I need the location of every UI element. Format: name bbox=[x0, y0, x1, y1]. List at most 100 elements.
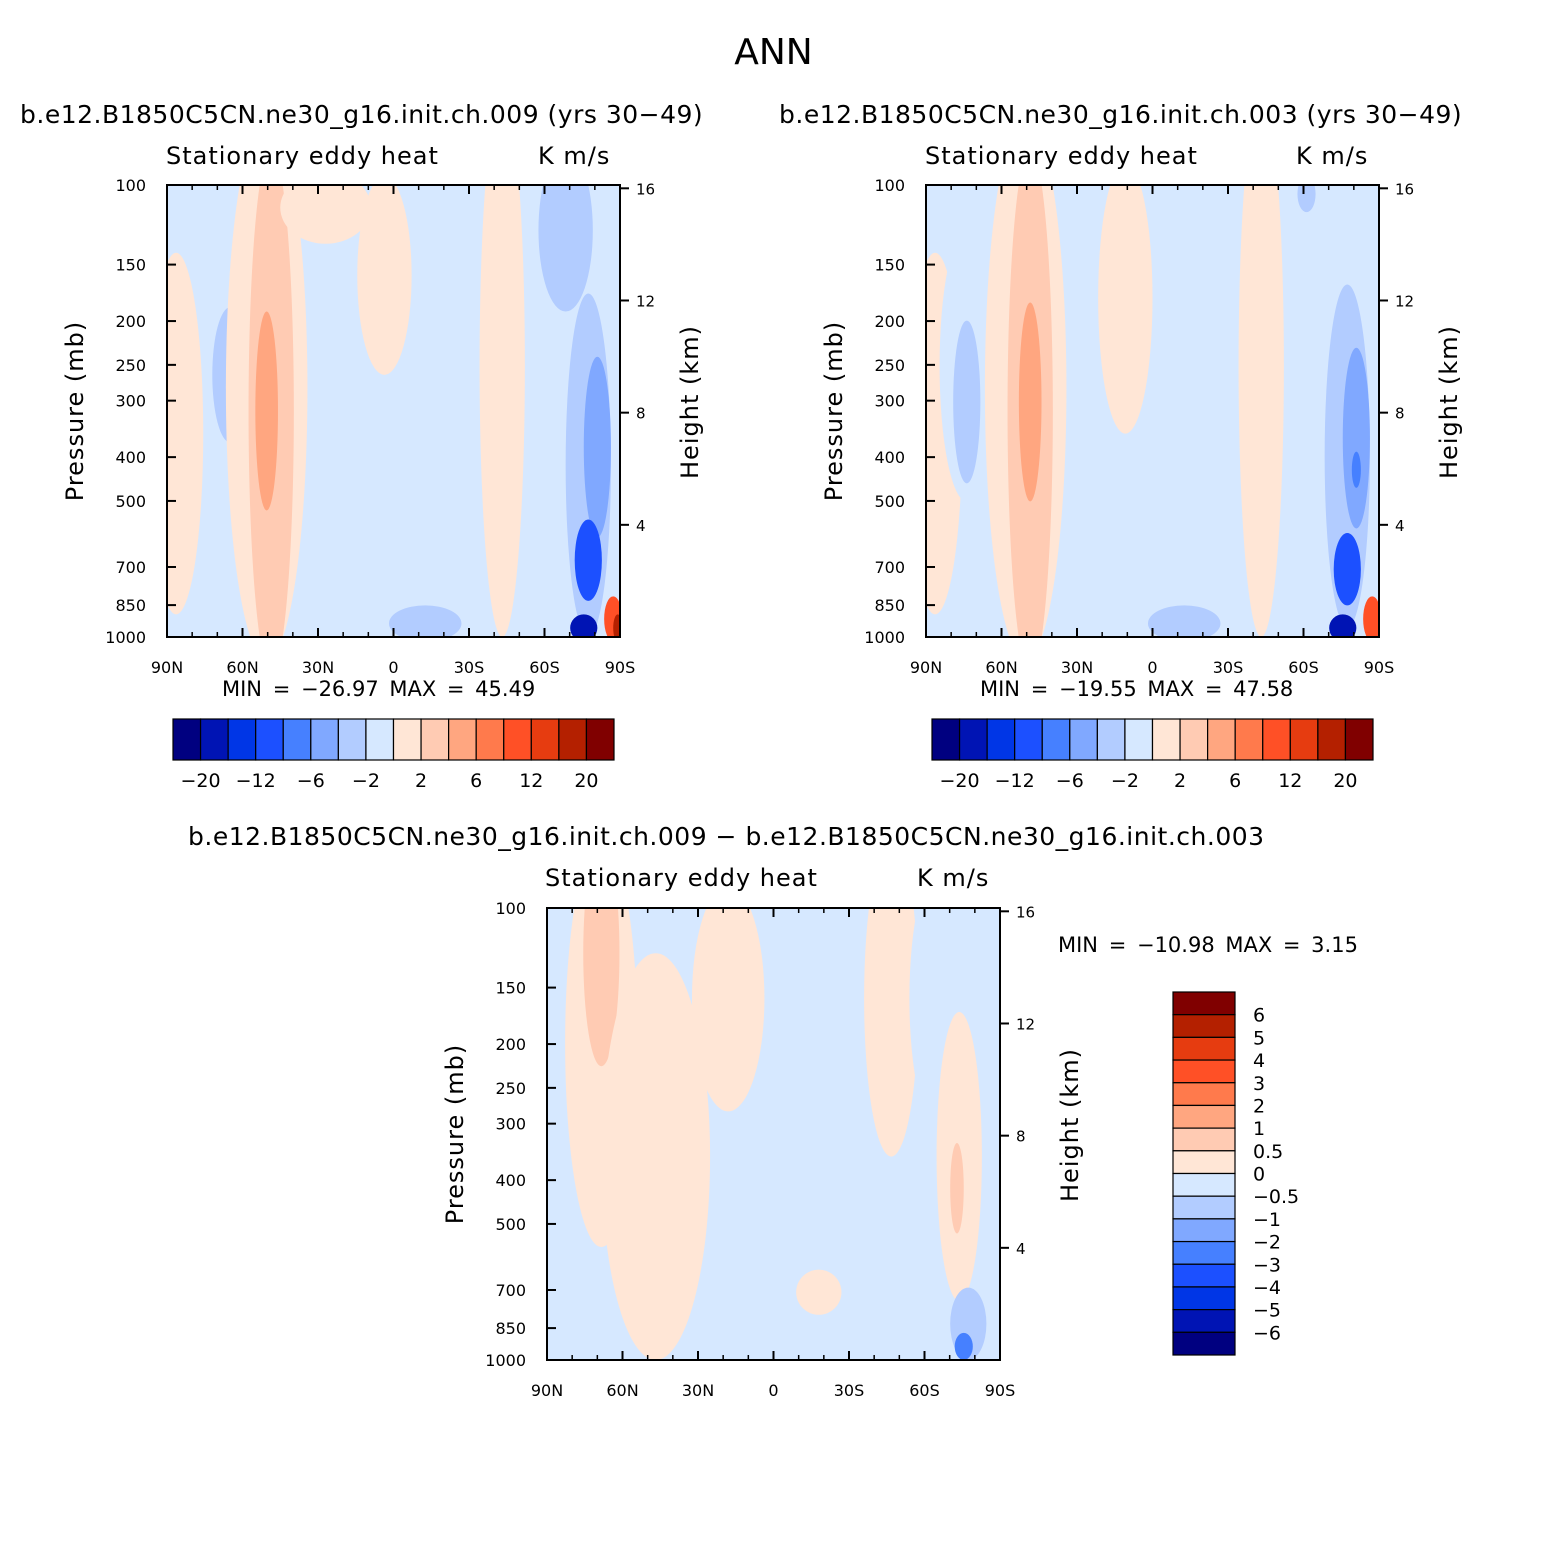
contour-region bbox=[950, 1143, 964, 1234]
colorbar-label: 1 bbox=[1253, 1118, 1265, 1140]
panel1-field bbox=[167, 185, 620, 637]
colorbar-swatch bbox=[558, 718, 588, 761]
contour-region bbox=[954, 1332, 973, 1360]
contour-region bbox=[388, 605, 462, 637]
x-tick-label: 60N bbox=[985, 658, 1017, 677]
y-tick-label: 700 bbox=[115, 558, 146, 577]
colorbar-swatch bbox=[1014, 718, 1043, 761]
colorbar-swatch bbox=[1172, 1195, 1236, 1220]
x-tick-label: 90N bbox=[531, 1381, 563, 1400]
y-right-tick-label: 12 bbox=[1016, 1015, 1035, 1033]
x-tick-label: 0 bbox=[388, 658, 398, 677]
y-tick-label: 150 bbox=[495, 979, 526, 998]
y-tick-label: 850 bbox=[495, 1319, 526, 1338]
contour-region bbox=[570, 614, 598, 637]
panel1-case-title: b.e12.B1850C5CN.ne30_g16.init.ch.009 (yr… bbox=[20, 100, 704, 129]
colorbar-label: −2 bbox=[1111, 770, 1139, 792]
colorbar-swatch bbox=[1172, 1263, 1236, 1288]
colorbar-swatch bbox=[1172, 1172, 1236, 1197]
colorbar-label: 3 bbox=[1253, 1073, 1265, 1095]
colorbar-swatch bbox=[337, 718, 367, 761]
panel3-units-label: K m/s bbox=[917, 864, 990, 892]
contour-region bbox=[583, 908, 620, 1067]
colorbar-swatch bbox=[420, 718, 450, 761]
colorbar-label: −1 bbox=[1253, 1209, 1281, 1231]
colorbar-label: −12 bbox=[236, 770, 276, 792]
y-tick-label: 850 bbox=[115, 596, 146, 615]
contour-region bbox=[167, 252, 204, 615]
contour-region bbox=[1147, 605, 1221, 637]
colorbar-swatch bbox=[1179, 718, 1209, 761]
colorbar-swatch bbox=[1317, 718, 1347, 761]
colorbar-label: −6 bbox=[1056, 770, 1084, 792]
panel1-variable-label: Stationary eddy heat bbox=[166, 142, 439, 170]
contour-region bbox=[1297, 185, 1316, 213]
x-tick-label: 30N bbox=[1061, 658, 1093, 677]
y-tick-label: 250 bbox=[874, 356, 905, 375]
panel3-variable-label: Stationary eddy heat bbox=[545, 864, 818, 892]
contour-region bbox=[864, 908, 919, 1157]
colorbar-label: 12 bbox=[519, 770, 543, 792]
panel2-colorbar bbox=[931, 718, 1374, 761]
contour-region bbox=[1333, 533, 1361, 606]
y-tick-label: 400 bbox=[115, 448, 146, 467]
panel2-stats: MIN = −19.55 MAX = 47.58 bbox=[980, 677, 1294, 701]
contour-region bbox=[613, 614, 620, 637]
x-tick-label: 60N bbox=[226, 658, 258, 677]
x-tick-label: 30N bbox=[302, 658, 334, 677]
panel1-stats: MIN = −26.97 MAX = 45.49 bbox=[222, 677, 536, 701]
colorbar-label: 6 bbox=[1229, 770, 1241, 792]
colorbar-swatch bbox=[392, 718, 422, 761]
y-tick-label: 1000 bbox=[105, 628, 146, 647]
x-tick-label: 30S bbox=[454, 658, 485, 677]
x-tick-label: 30N bbox=[682, 1381, 714, 1400]
y-tick-label: 200 bbox=[495, 1035, 526, 1054]
y-tick-label: 100 bbox=[874, 176, 905, 195]
colorbar-label: 2 bbox=[1253, 1095, 1265, 1117]
colorbar-label: 20 bbox=[574, 770, 598, 792]
colorbar-swatch bbox=[1172, 1036, 1236, 1061]
colorbar-swatch bbox=[1172, 1082, 1236, 1107]
colorbar-swatch bbox=[1172, 1014, 1236, 1038]
y-right-tick-label: 4 bbox=[636, 517, 646, 535]
y-right-axis-title: Height (km) bbox=[676, 325, 704, 479]
colorbar-swatch bbox=[227, 718, 257, 761]
colorbar-label: 12 bbox=[1278, 770, 1302, 792]
y-right-tick-label: 4 bbox=[1016, 1240, 1026, 1258]
colorbar-swatch bbox=[1069, 718, 1098, 761]
colorbar-label: −12 bbox=[995, 770, 1035, 792]
colorbar-swatch bbox=[530, 718, 560, 761]
contour-region bbox=[1351, 451, 1361, 488]
colorbar-swatch bbox=[1172, 1309, 1236, 1333]
y-tick-label: 150 bbox=[874, 256, 905, 275]
colorbar-swatch bbox=[503, 718, 532, 761]
contour-region bbox=[750, 1147, 842, 1257]
contour-region bbox=[1342, 347, 1370, 529]
contour-region bbox=[953, 320, 981, 484]
contour-region bbox=[601, 953, 711, 1360]
colorbar-label: 2 bbox=[415, 770, 427, 792]
x-tick-label: 60S bbox=[909, 1381, 940, 1400]
contour-region bbox=[357, 185, 412, 375]
panel1-colorbar bbox=[172, 718, 615, 761]
colorbar-swatch bbox=[958, 718, 988, 761]
colorbar-label: 2 bbox=[1174, 770, 1186, 792]
colorbar-swatch bbox=[986, 718, 1016, 761]
x-tick-label: 90N bbox=[910, 658, 942, 677]
y-tick-label: 100 bbox=[495, 899, 526, 918]
colorbar-swatch bbox=[1262, 718, 1291, 761]
colorbar-label: −2 bbox=[1253, 1232, 1281, 1254]
panel3-case-title: b.e12.B1850C5CN.ne30_g16.init.ch.009 − b… bbox=[188, 822, 1265, 851]
colorbar-label: −20 bbox=[181, 770, 221, 792]
y-tick-label: 700 bbox=[874, 558, 905, 577]
colorbar-label: 0 bbox=[1253, 1164, 1265, 1186]
y-right-tick-label: 4 bbox=[1395, 517, 1405, 535]
colorbar-swatch bbox=[310, 718, 339, 761]
y-tick-label: 400 bbox=[874, 448, 905, 467]
colorbar-swatch bbox=[1172, 1218, 1236, 1243]
contour-region bbox=[796, 1269, 842, 1315]
colorbar-swatch bbox=[475, 718, 505, 761]
contour-region bbox=[538, 185, 593, 312]
contour-region bbox=[691, 908, 765, 1112]
y-right-tick-label: 8 bbox=[1395, 405, 1405, 423]
